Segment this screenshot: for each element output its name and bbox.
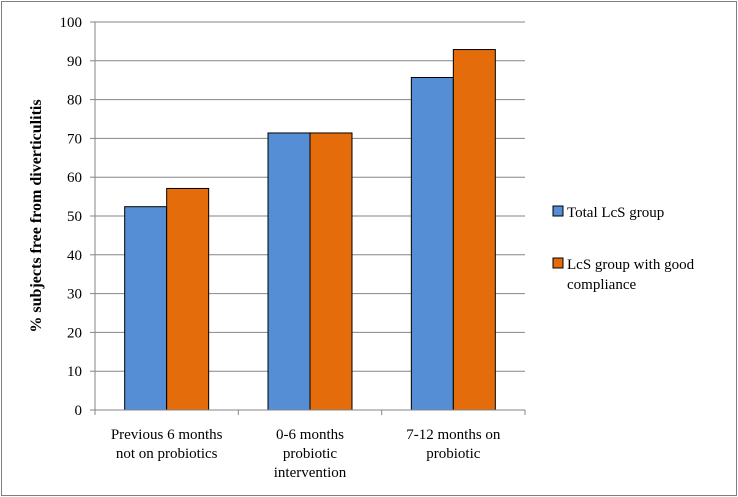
x-category-label: Previous 6 months not on probiotics	[111, 427, 223, 462]
x-category-label: 0-6 months probiotic intervention	[274, 427, 347, 481]
legend-swatch	[552, 205, 564, 217]
y-axis-title: % subjects free from diverticulitis	[28, 99, 45, 332]
legend: Total LcS group LcS group with good compli…	[552, 205, 695, 293]
y-tick-label: 50	[67, 209, 82, 225]
axes	[90, 21, 526, 415]
bar-total-lcs	[124, 206, 168, 411]
bar-good-compliance	[452, 49, 496, 411]
y-tick-label: 20	[67, 325, 82, 341]
legend-label: LcS group with good compliance	[567, 257, 695, 293]
y-tick-label: 80	[67, 93, 82, 109]
y-tick-label: 100	[60, 15, 83, 31]
y-tick-label: 30	[67, 287, 82, 303]
legend-label: Total LcS group	[567, 205, 664, 221]
x-category-labels: Previous 6 months not on probiotics 0-6 mo…	[111, 427, 501, 481]
y-tick-label: 70	[67, 131, 82, 147]
y-tick-label: 90	[67, 54, 82, 70]
bar-total-lcs	[267, 132, 311, 411]
y-tick-label: 40	[67, 248, 82, 264]
bars	[124, 49, 496, 411]
legend-swatch	[552, 257, 564, 269]
y-tick-labels: 0 10 20 30 40 50 60 70 80 90 100	[60, 15, 83, 419]
bar-good-compliance	[309, 132, 353, 411]
x-category-label: 7-12 months on probiotic	[406, 427, 501, 462]
y-tick-label: 10	[67, 364, 82, 380]
y-tick-label: 60	[67, 170, 82, 186]
y-tick-label: 0	[75, 403, 83, 419]
bar-good-compliance	[166, 187, 210, 411]
bar-total-lcs	[410, 76, 454, 411]
